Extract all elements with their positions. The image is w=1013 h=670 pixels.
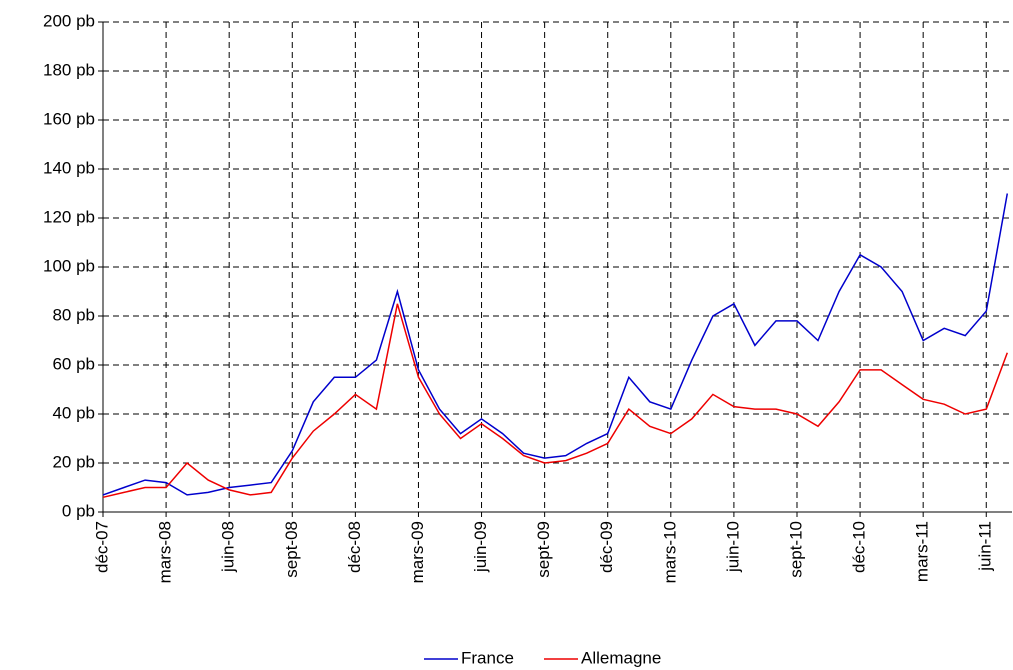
legend-label: Allemagne (581, 648, 661, 667)
y-tick-label: 40 pb (52, 403, 95, 422)
y-tick-label: 160 pb (43, 109, 95, 128)
y-tick-label: 100 pb (43, 256, 95, 275)
x-tick-label: juin-08 (219, 521, 238, 573)
x-tick-label: juin-10 (723, 521, 742, 573)
x-tick-label: sept-08 (282, 521, 301, 578)
x-tick-label: déc-09 (597, 521, 616, 573)
legend-label: France (461, 648, 514, 667)
series-line (102, 303, 1009, 499)
y-tick-label: 180 pb (43, 60, 95, 79)
x-tick-label: déc-08 (345, 521, 364, 573)
y-tick-label: 200 pb (43, 11, 95, 30)
x-tick-label: mars-11 (913, 521, 932, 582)
y-tick-label: 140 pb (43, 158, 95, 177)
x-tick-label: déc-07 (92, 521, 111, 573)
x-tick-label: mars-08 (156, 521, 175, 583)
series-line (102, 193, 1009, 496)
y-tick-label: 80 pb (52, 305, 95, 324)
x-tick-label: juin-09 (471, 521, 490, 573)
x-tick-label: mars-09 (408, 521, 427, 583)
x-tick-label: mars-10 (660, 521, 679, 583)
y-tick-label: 20 pb (52, 452, 95, 471)
x-tick-label: sept-09 (534, 521, 553, 578)
y-tick-label: 60 pb (52, 354, 95, 373)
y-tick-label: 0 pb (62, 501, 95, 520)
x-tick-label: juin-11 (976, 521, 995, 572)
x-tick-label: sept-10 (786, 521, 805, 578)
x-tick-label: déc-10 (850, 521, 869, 573)
y-tick-label: 120 pb (43, 207, 95, 226)
